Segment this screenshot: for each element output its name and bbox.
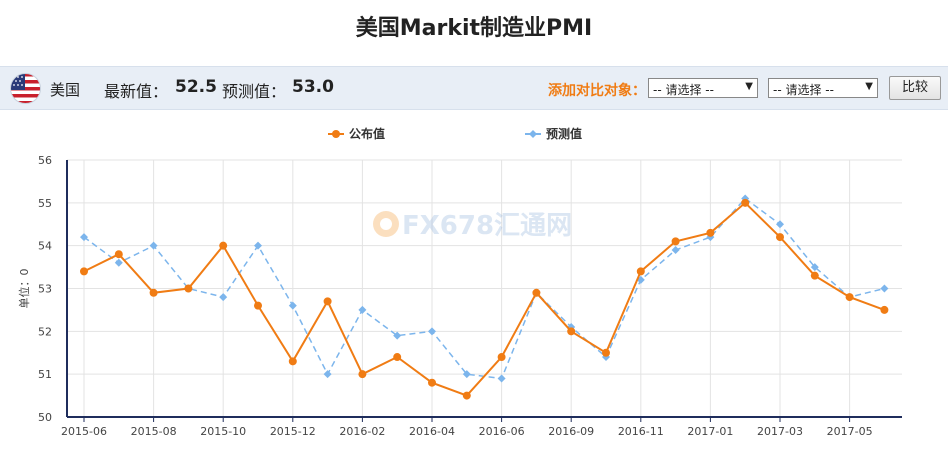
x-tick-label: 2016-06	[479, 425, 525, 438]
forecast-point	[428, 327, 436, 336]
chart-grid	[67, 159, 902, 417]
forecast-point	[393, 331, 402, 340]
forecast-point	[254, 241, 262, 250]
forecast-point	[776, 220, 784, 229]
published-point	[567, 327, 576, 336]
forecast-value: 53.0	[292, 77, 334, 97]
published-point	[323, 297, 332, 306]
y-tick-label: 55	[38, 197, 52, 210]
published-point	[776, 233, 784, 242]
x-tick-label: 2015-08	[131, 425, 177, 438]
y-tick-label: 51	[38, 368, 52, 381]
compare-select-1[interactable]: -- 请选择 -- ▼	[648, 78, 758, 98]
published-point	[602, 348, 610, 357]
published-point	[428, 378, 436, 387]
page-title: 美国Markit制造业PMI	[355, 16, 593, 41]
dropdown-arrow-icon: ▼	[745, 81, 753, 92]
latest-value: 52.5	[175, 77, 217, 97]
published-point	[671, 237, 680, 246]
legend-item-published: 公布值	[349, 126, 385, 141]
published-point	[845, 293, 854, 302]
country-name: 美国	[50, 81, 81, 99]
published-point	[80, 267, 88, 276]
forecast-point	[497, 374, 506, 383]
y-tick-label: 54	[38, 240, 52, 253]
forecast-point	[149, 241, 158, 250]
watermark-text: FX678汇通网	[402, 211, 572, 241]
us-flag-icon	[10, 73, 41, 104]
x-tick-label: 2015-12	[270, 425, 316, 438]
watermark: FX678汇通网	[373, 211, 572, 241]
x-tick-label: 2016-09	[548, 425, 594, 438]
published-point	[810, 271, 819, 280]
y-tick-label: 53	[38, 283, 52, 296]
published-point	[254, 301, 262, 310]
chart-axes: 50 51 52 53 54 55 56 2015-06 2015-08 2015-10 2015-…	[17, 154, 902, 438]
forecast-point	[114, 258, 123, 267]
x-tick-label: 2017-03	[757, 425, 803, 438]
published-point	[149, 288, 158, 297]
x-tick-label: 2017-01	[687, 425, 733, 438]
legend-marker	[332, 130, 340, 138]
forecast-point	[671, 245, 680, 254]
forecast-point	[880, 284, 889, 293]
watermark-logo-inner	[380, 218, 392, 230]
chart-series	[80, 194, 889, 400]
x-tick-label: 2016-11	[618, 425, 664, 438]
y-tick-label: 50	[38, 411, 52, 424]
published-point	[532, 288, 541, 297]
published-line	[83, 201, 885, 397]
forecast-point	[810, 263, 819, 272]
latest-label: 最新值：	[104, 82, 169, 101]
compare-button[interactable]: 比较	[889, 76, 941, 100]
y-tick-label: 52	[38, 325, 52, 338]
compare-select-2-value: -- 请选择 --	[773, 83, 834, 97]
x-tick-label: 2016-02	[339, 425, 385, 438]
published-point	[393, 353, 402, 362]
published-point	[462, 391, 471, 400]
x-tick-label: 2016-04	[409, 425, 455, 438]
published-point	[497, 353, 506, 362]
published-point	[741, 198, 750, 207]
x-tick-label: 2017-05	[827, 425, 873, 438]
forecast-point	[219, 293, 228, 302]
dropdown-arrow-icon: ▼	[865, 81, 873, 92]
published-point	[288, 357, 297, 366]
compare-select-1-value: -- 请选择 --	[653, 83, 714, 97]
forecast-point	[288, 301, 297, 310]
published-point	[880, 305, 889, 314]
forecast-point	[80, 233, 88, 242]
published-point	[114, 250, 123, 259]
published-point	[636, 267, 645, 276]
x-tick-label: 2015-06	[61, 425, 107, 438]
y-tick-label: 56	[38, 154, 52, 167]
compare-label: 添加对比对象：	[548, 83, 646, 99]
forecast-point	[323, 370, 332, 379]
published-point	[184, 284, 193, 293]
legend-marker	[529, 130, 537, 138]
forecast-point	[358, 305, 367, 314]
published-point	[358, 370, 367, 379]
info-bar: 美国 最新值： 52.5 预测值： 53.0 添加对比对象： -- 请选择 --…	[0, 66, 948, 110]
chart-legend[interactable]: 公布值 预测值	[328, 126, 582, 141]
watermark-logo-icon	[373, 211, 399, 237]
forecast-point	[462, 370, 471, 379]
published-point	[706, 228, 715, 237]
compare-select-2[interactable]: -- 请选择 -- ▼	[768, 78, 878, 98]
pmi-line-chart: FX678汇通网 50 51 52 53 54 55 56 2015-06 2015-08 201…	[17, 126, 902, 438]
legend-item-forecast: 预测值	[546, 126, 582, 141]
y-axis-label: 单位：0	[17, 269, 31, 309]
forecast-label: 预测值：	[222, 82, 287, 101]
forecast-point	[602, 353, 610, 362]
published-point	[219, 241, 228, 250]
x-tick-label: 2015-10	[200, 425, 246, 438]
